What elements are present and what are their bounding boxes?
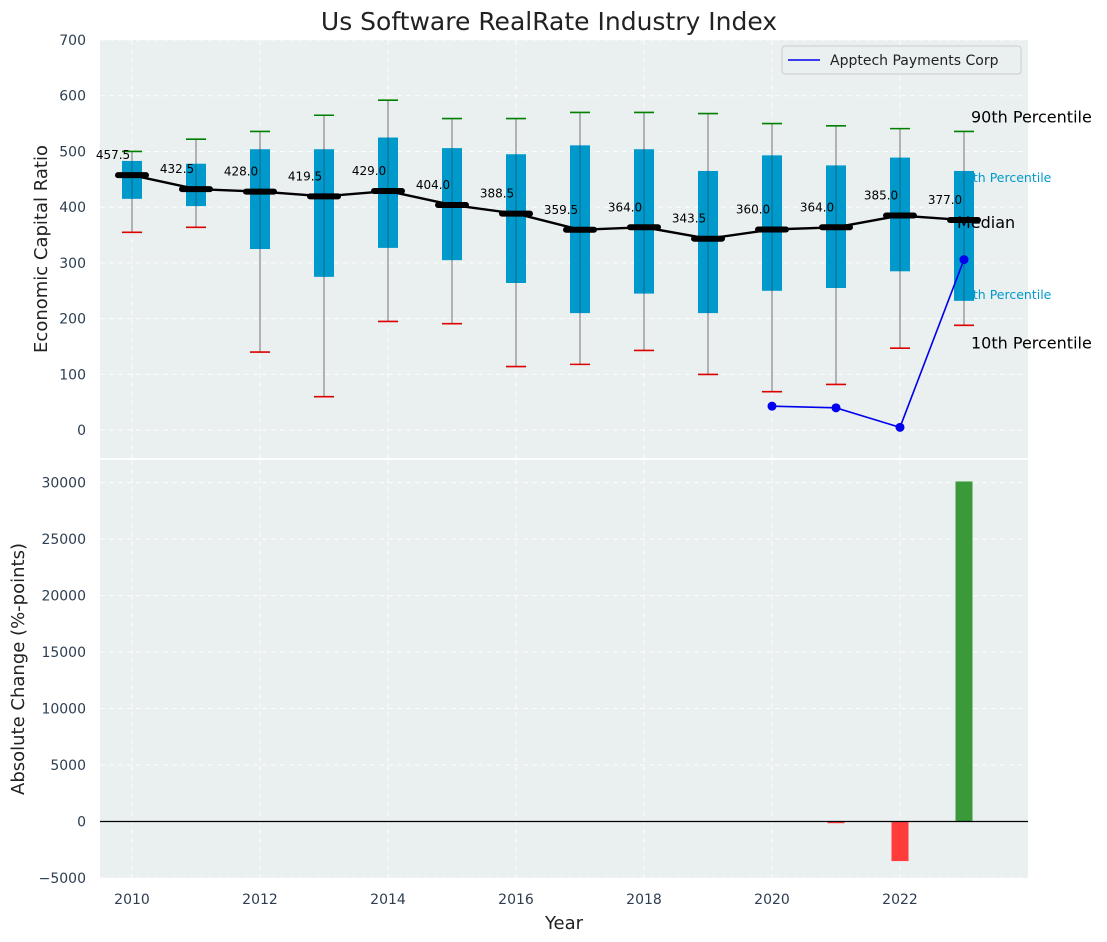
legend-box [781,45,1022,75]
bottom-y-tick-label: 0 [77,815,86,831]
annotation-75th: 75th Percentile [957,170,1052,185]
median-value-label: 343.5 [672,212,706,226]
x-tick-label: 2022 [882,892,918,908]
bottom-y-tick-label: 30000 [41,476,86,492]
median-value-label: 429.0 [352,164,386,178]
change-bars [100,481,1028,862]
top-y-ticks: 0 100 200 300 400 500 600 700 [59,33,86,439]
x-tick-label: 2016 [498,892,534,908]
chart-title: Us Software RealRate Industry Index [321,7,777,36]
median-value-label: 377.0 [928,193,962,207]
bottom-y-tick-label: 15000 [41,645,86,661]
x-ticks: 2010 2012 2014 2016 2018 2020 2022 [114,892,918,908]
bottom-y-ticks: −5000 0 5000 10000 15000 20000 25000 30000 [39,476,86,887]
company-point [895,422,905,432]
company-line [771,259,965,429]
bottom-y-tick-label: 25000 [41,532,86,548]
top-panel: 0 100 200 300 400 500 600 700 457.5 432.5 428.0 41… [31,33,1092,458]
company-point [767,401,777,411]
median-value-label: 419.5 [288,169,322,183]
top-y-tick-label: 300 [59,256,86,272]
x-tick-label: 2010 [114,892,150,908]
x-tick-label: 2018 [626,892,662,908]
median-labels: 457.5 432.5 428.0 419.5 429.0 404.0 388.5 359.5… [96,148,962,226]
bottom-panel: −5000 0 5000 10000 15000 20000 25000 30000 2010… [8,460,1028,934]
bottom-y-tick-label: 10000 [41,702,86,718]
top-y-axis-label: Economic Capital Ratio [31,145,52,353]
top-y-tick-label: 600 [59,89,86,105]
bottom-y-tick-label: 20000 [41,589,86,605]
median-value-label: 388.5 [480,187,514,201]
top-y-tick-label: 100 [59,367,86,383]
bottom-panel-background [100,460,1028,878]
median-value-label: 364.0 [608,200,642,214]
company-point [831,403,841,413]
change-bar [891,821,909,862]
top-y-tick-label: 200 [59,312,86,328]
median-value-label: 428.0 [224,165,258,179]
median-value-label: 432.5 [160,162,194,176]
top-y-tick-label: 400 [59,200,86,216]
annotation-median: Median [957,213,1015,232]
median-line [115,172,981,242]
median-value-label: 385.0 [864,189,898,203]
company-point [959,255,969,265]
x-tick-label: 2020 [754,892,790,908]
bottom-y-axis-label: Absolute Change (%-points) [8,543,29,795]
legend-entry: Apptech Payments Corp [830,53,999,69]
change-bar [955,481,973,822]
annotation-25th: 25th Percentile [957,287,1052,302]
median-value-label: 457.5 [96,148,130,162]
top-y-tick-label: 700 [59,33,86,49]
x-axis-label: Year [544,913,584,934]
median-value-label: 364.0 [800,200,834,214]
annotation-90th: 90th Percentile [971,107,1092,126]
change-bar [827,821,845,824]
bottom-y-tick-label: −5000 [39,871,86,887]
x-tick-label: 2012 [242,892,278,908]
top-y-tick-label: 500 [59,144,86,160]
bottom-y-tick-label: 5000 [50,758,86,774]
top-y-tick-label: 0 [77,423,86,439]
median-value-label: 360.0 [736,202,770,216]
median-value-label: 404.0 [416,178,450,192]
annotation-10th: 10th Percentile [971,333,1092,352]
percentile-annotations: 90th Percentile 75th Percentile Median 25th… [957,107,1092,352]
top-panel-background [100,40,1028,458]
legend: Apptech Payments Corp [781,45,1022,75]
median-value-label: 359.5 [544,203,578,217]
company-series [767,255,969,432]
x-tick-label: 2014 [370,892,406,908]
